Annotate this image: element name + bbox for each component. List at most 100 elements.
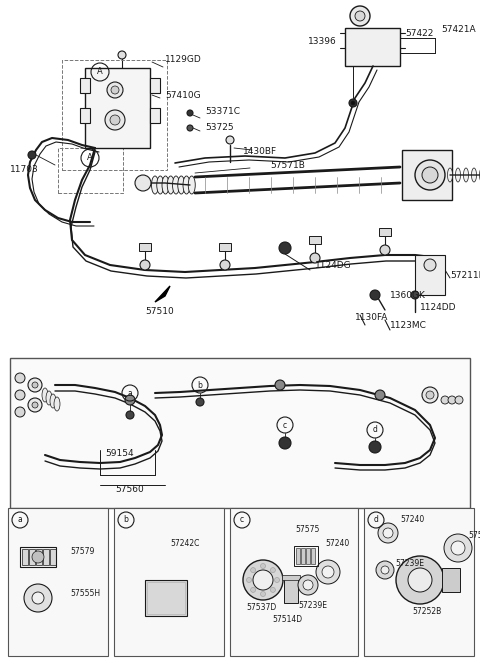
Ellipse shape: [172, 176, 180, 194]
Text: 1123MC: 1123MC: [390, 321, 427, 329]
Circle shape: [350, 6, 370, 26]
Ellipse shape: [261, 564, 265, 568]
Text: 57571B: 57571B: [270, 161, 305, 169]
Circle shape: [422, 167, 438, 183]
Bar: [80, 108, 90, 123]
Text: 57514D: 57514D: [272, 616, 302, 625]
Circle shape: [253, 570, 273, 590]
Ellipse shape: [247, 578, 252, 582]
Circle shape: [15, 390, 25, 400]
Text: 13396: 13396: [308, 37, 337, 46]
Bar: [301, 548, 305, 564]
Ellipse shape: [152, 176, 158, 194]
Circle shape: [441, 396, 449, 404]
Text: 59154: 59154: [105, 448, 133, 457]
Circle shape: [355, 11, 365, 21]
Text: a: a: [128, 388, 132, 398]
Text: c: c: [283, 420, 287, 430]
Circle shape: [279, 437, 291, 449]
Circle shape: [369, 441, 381, 453]
Bar: [29, 549, 35, 565]
Text: 1430BF: 1430BF: [243, 147, 277, 157]
Ellipse shape: [188, 176, 195, 194]
Bar: [306, 548, 310, 564]
Circle shape: [226, 136, 234, 144]
Ellipse shape: [447, 168, 453, 182]
Bar: [139, 243, 151, 251]
Bar: [230, 508, 358, 656]
Circle shape: [126, 411, 134, 419]
Ellipse shape: [42, 388, 48, 402]
Circle shape: [422, 387, 438, 403]
Text: b: b: [198, 380, 203, 390]
Circle shape: [28, 378, 42, 392]
Circle shape: [426, 391, 434, 399]
Bar: [379, 228, 391, 236]
Bar: [294, 546, 318, 566]
Text: 53725: 53725: [205, 124, 234, 133]
Circle shape: [303, 580, 313, 590]
Circle shape: [243, 560, 283, 600]
Text: 57242C: 57242C: [170, 539, 199, 548]
Ellipse shape: [471, 168, 477, 182]
Bar: [364, 508, 474, 656]
Circle shape: [32, 551, 44, 563]
Text: 57537D: 57537D: [246, 604, 276, 612]
Bar: [147, 582, 185, 614]
Circle shape: [187, 110, 193, 116]
Ellipse shape: [261, 592, 265, 596]
Circle shape: [444, 534, 472, 562]
Bar: [20, 547, 56, 567]
Circle shape: [15, 407, 25, 417]
Ellipse shape: [162, 176, 169, 194]
Bar: [150, 78, 160, 93]
Text: 57555K: 57555K: [468, 531, 480, 539]
Bar: [62, 60, 167, 170]
Circle shape: [220, 260, 230, 270]
Circle shape: [28, 398, 42, 412]
Bar: [85, 68, 150, 148]
Bar: [8, 508, 108, 656]
Ellipse shape: [275, 578, 279, 582]
Text: 57410G: 57410G: [165, 90, 201, 100]
Circle shape: [376, 561, 394, 579]
Bar: [43, 549, 49, 565]
Bar: [114, 508, 224, 656]
Bar: [309, 236, 321, 244]
Circle shape: [375, 390, 385, 400]
Text: c: c: [240, 515, 244, 525]
Circle shape: [351, 101, 355, 105]
Text: 57211B: 57211B: [450, 270, 480, 280]
Text: 53371C: 53371C: [205, 108, 240, 116]
Circle shape: [378, 523, 398, 543]
Circle shape: [448, 396, 456, 404]
Circle shape: [111, 86, 119, 94]
Ellipse shape: [183, 176, 190, 194]
Bar: [36, 549, 42, 565]
Circle shape: [110, 115, 120, 125]
Circle shape: [424, 259, 436, 271]
Circle shape: [196, 398, 204, 406]
Circle shape: [118, 51, 126, 59]
Text: 57560: 57560: [115, 485, 144, 495]
Text: 1124DD: 1124DD: [420, 303, 456, 313]
Text: b: b: [123, 515, 129, 525]
Circle shape: [32, 382, 38, 388]
Polygon shape: [155, 286, 170, 302]
Bar: [296, 548, 300, 564]
Bar: [10, 358, 470, 508]
Text: 57239E: 57239E: [395, 558, 424, 568]
Text: 57575: 57575: [295, 525, 319, 535]
Text: 57240: 57240: [325, 539, 349, 548]
Circle shape: [322, 566, 334, 578]
Ellipse shape: [54, 397, 60, 411]
Text: 1360GK: 1360GK: [390, 291, 426, 301]
Circle shape: [105, 110, 125, 130]
Bar: [58, 148, 123, 193]
Bar: [22, 549, 28, 565]
Circle shape: [275, 380, 285, 390]
Text: 1129GD: 1129GD: [165, 56, 202, 64]
Circle shape: [316, 560, 340, 584]
Text: 57422: 57422: [405, 29, 433, 37]
Circle shape: [370, 290, 380, 300]
